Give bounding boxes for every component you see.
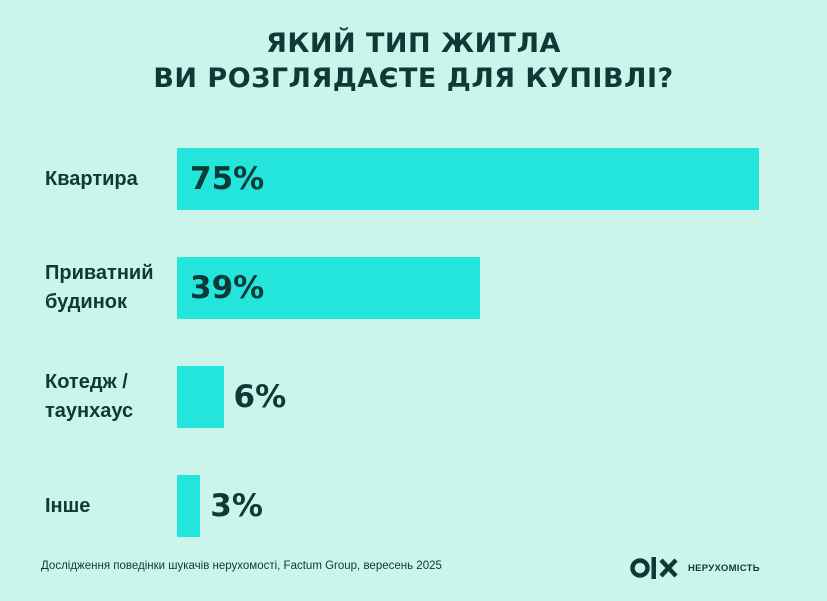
value-label: 75% xyxy=(190,161,265,197)
bar xyxy=(177,366,224,428)
category-label-line: таунхаус xyxy=(45,400,134,422)
olx-logo-icon xyxy=(630,555,682,581)
category-label: Квартира xyxy=(45,165,170,194)
chart-title: ЯКИЙ ТИП ЖИТЛА ВИ РОЗГЛЯДАЄТЕ ДЛЯ КУПІВЛ… xyxy=(0,26,827,96)
category-label: Інше xyxy=(45,492,170,521)
category-label-line: Приватний xyxy=(45,262,154,284)
category-label-line: Інше xyxy=(45,494,91,517)
bar xyxy=(177,257,480,319)
source-note: Дослідження поведінки шукачів нерухомост… xyxy=(41,560,442,572)
title-line-2: ВИ РОЗГЛЯДАЄТЕ ДЛЯ КУПІВЛІ? xyxy=(153,63,674,94)
bar xyxy=(177,148,759,210)
category-label: Приватний будинок xyxy=(45,259,170,317)
bar xyxy=(177,475,201,537)
brand-name: НЕРУХОМІСТЬ xyxy=(688,562,760,574)
category-label-line: будинок xyxy=(45,291,128,313)
value-label: 3% xyxy=(210,488,263,524)
category-label-line: Котедж / xyxy=(45,371,128,393)
title-line-1: ЯКИЙ ТИП ЖИТЛА xyxy=(266,28,561,59)
value-label: 39% xyxy=(190,270,265,306)
value-label: 6% xyxy=(233,379,287,415)
brand: НЕРУХОМІСТЬ xyxy=(630,553,760,583)
category-label-line: Квартира xyxy=(45,167,138,190)
category-label: Котедж / таунхаус xyxy=(45,368,170,426)
